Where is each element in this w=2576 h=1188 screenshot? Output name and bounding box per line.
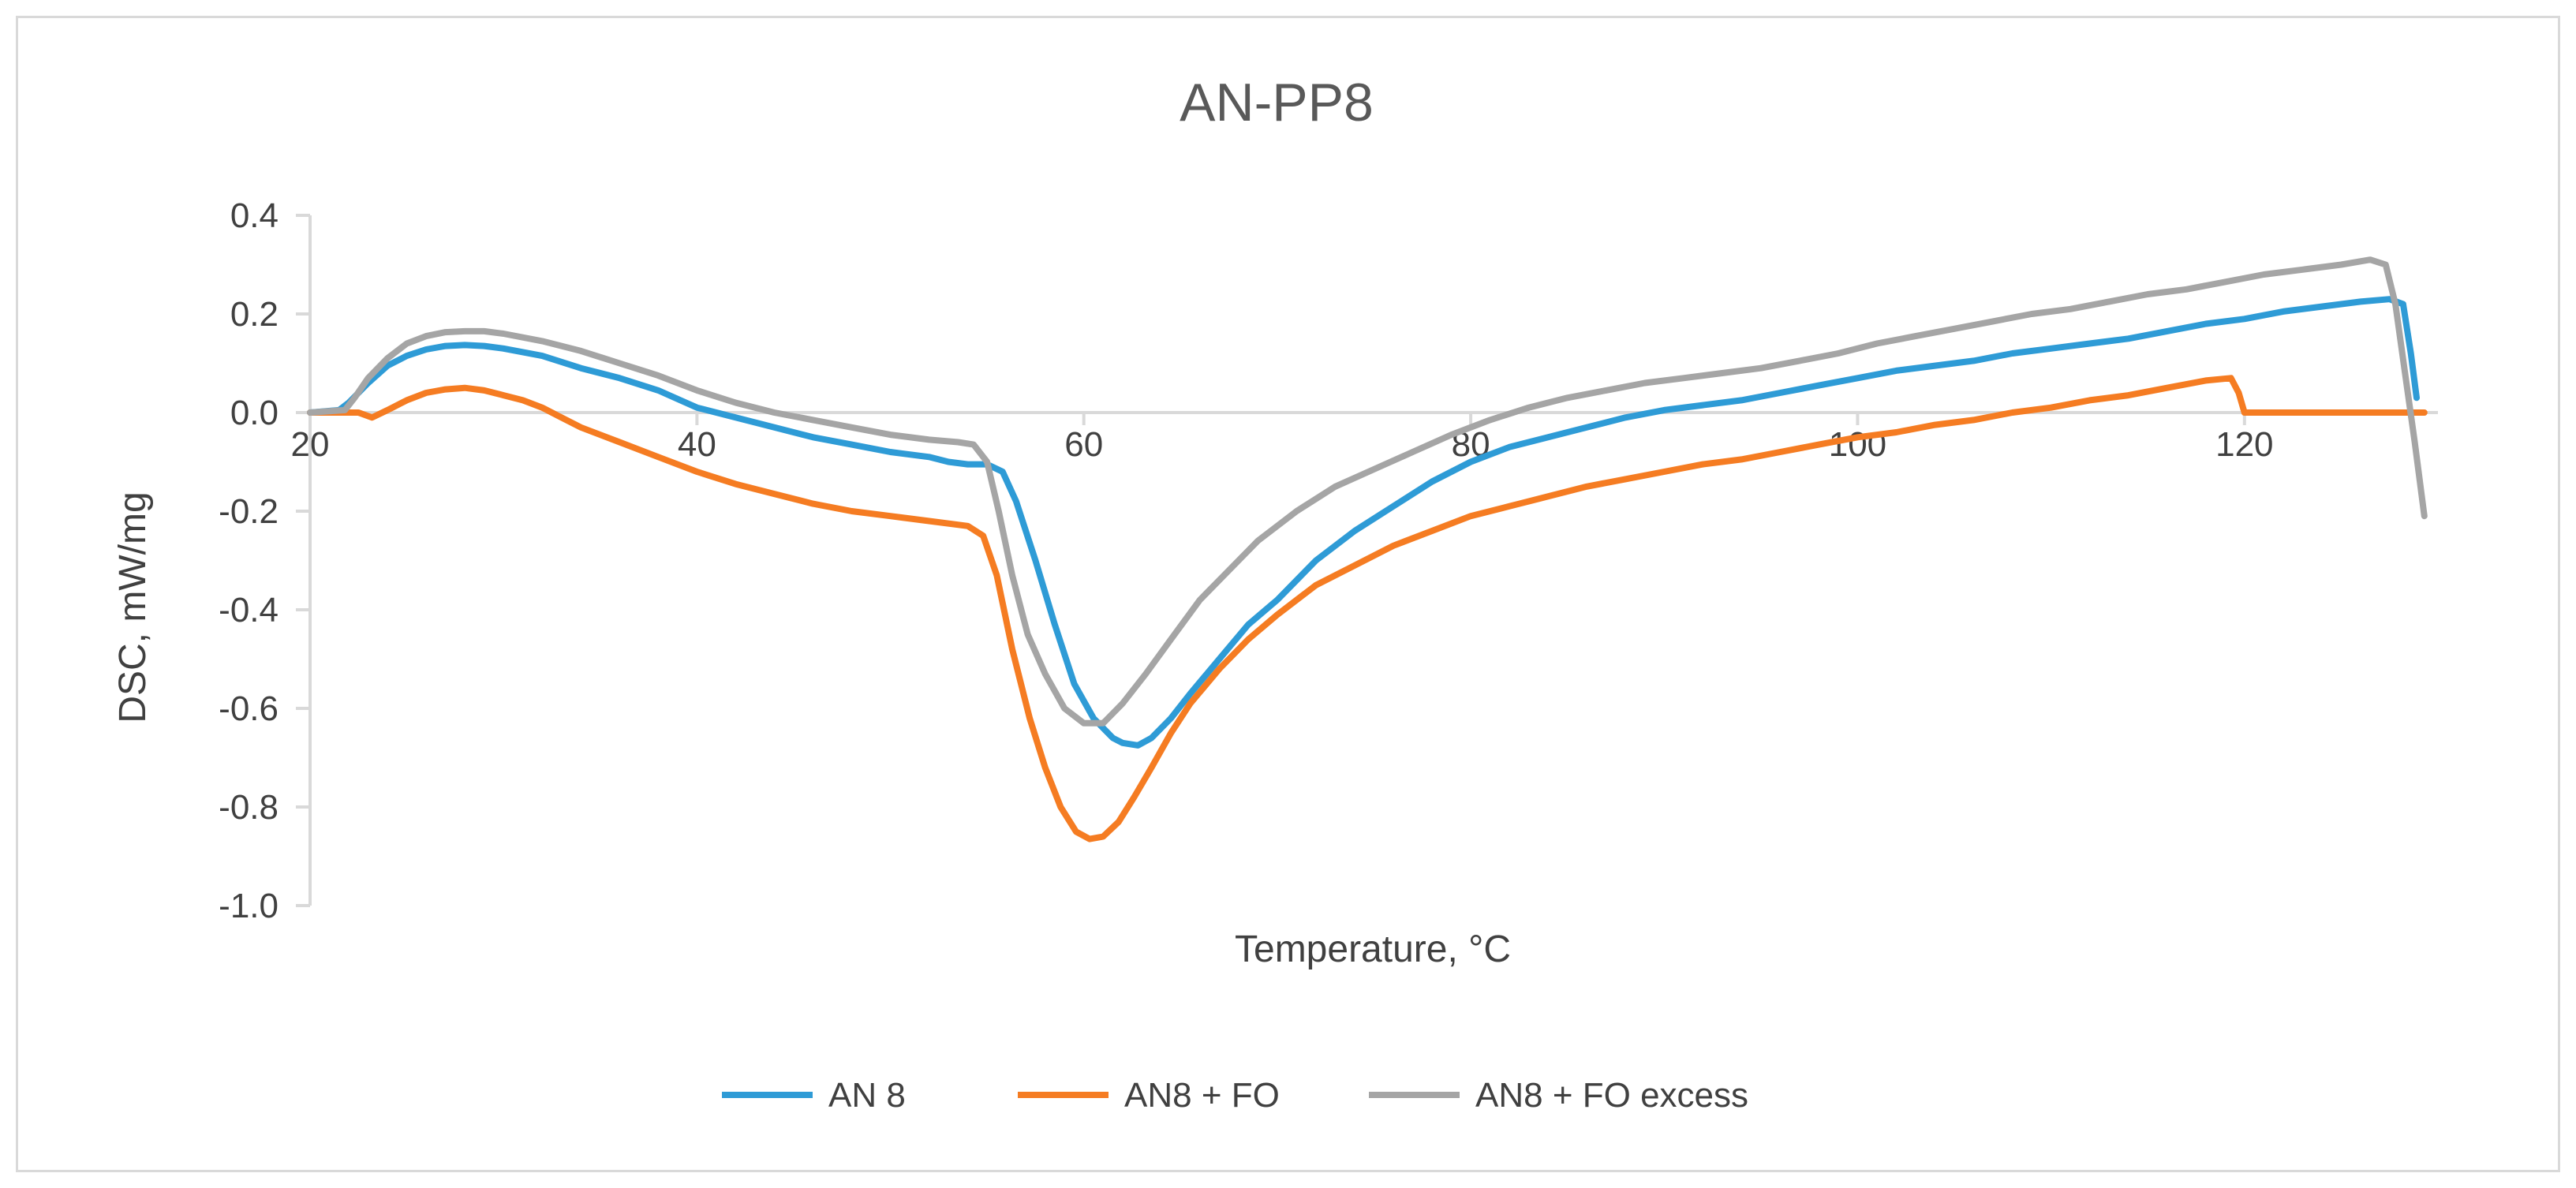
x-tick-label: 60 — [1064, 425, 1103, 464]
y-tick-label: -1.0 — [219, 887, 279, 925]
legend: AN 8 AN8 + FO AN8 + FO excess — [722, 1076, 1748, 1115]
y-tick-label: 0.0 — [230, 394, 279, 432]
chart-frame — [16, 16, 2560, 1172]
x-axis-title: Temperature, °C — [1235, 928, 1511, 970]
y-tick-label: -0.4 — [219, 591, 279, 629]
y-tick-label: -0.2 — [219, 492, 279, 531]
series-line-3 — [307, 256, 2428, 727]
x-tick-label: 40 — [678, 425, 716, 464]
series-line-2 — [307, 375, 2428, 842]
legend-label-3: AN8 + FO excess — [1475, 1076, 1748, 1115]
y-tick-label: 0.2 — [230, 295, 279, 334]
y-tick-label: -0.8 — [219, 788, 279, 827]
x-tick-label: 100 — [1829, 425, 1886, 464]
series-layer — [307, 256, 2428, 842]
y-tick-label: 0.4 — [230, 196, 279, 235]
chart-title: AN-PP8 — [1180, 73, 1374, 133]
x-tick-label: 120 — [2215, 425, 2273, 464]
series-line-1 — [307, 296, 2420, 749]
y-axis-title: DSC, mW/mg — [112, 491, 154, 723]
y-tick-label: -0.6 — [219, 689, 279, 728]
legend-label-2: AN8 + FO — [1124, 1076, 1280, 1115]
axes-group: 0.40.20.0-0.2-0.4-0.6-0.8-1.020 40 60 80 100… — [219, 196, 2438, 925]
legend-label-1: AN 8 — [828, 1076, 906, 1115]
x-tick-label: 20 — [291, 425, 330, 464]
